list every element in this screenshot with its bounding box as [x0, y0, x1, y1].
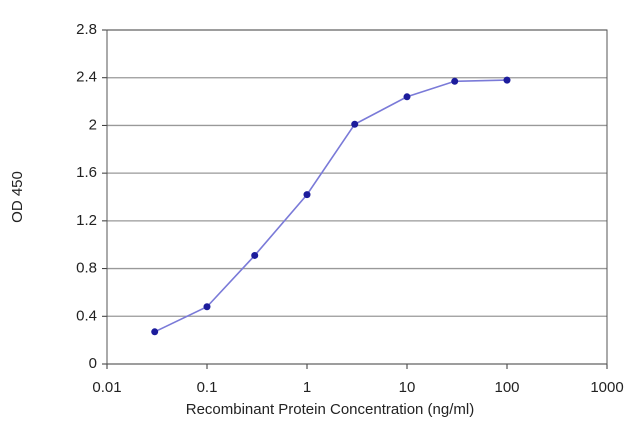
y-tick-label: 0.8 [76, 260, 97, 277]
y-tick-label: 2.8 [76, 21, 97, 38]
y-axis-label: OD 450 [9, 171, 26, 223]
y-tick-label: 0 [89, 355, 97, 372]
x-tick-label: 1000 [590, 379, 623, 396]
data-point [151, 328, 159, 336]
x-tick-label: 10 [399, 379, 416, 396]
data-point [503, 76, 511, 84]
plot-frame [106, 29, 608, 365]
x-tick-label: 100 [494, 379, 519, 396]
y-tick-label: 1.2 [76, 212, 97, 229]
data-point [303, 191, 311, 199]
y-tick-label: 0.4 [76, 307, 97, 324]
data-point [351, 120, 359, 128]
y-tick-label: 1.6 [76, 164, 97, 181]
x-tick-label: 1 [303, 379, 311, 396]
y-tick-label: 2.4 [76, 69, 97, 86]
data-point [403, 93, 411, 101]
data-point [451, 77, 459, 85]
y-tick-label: 2 [89, 116, 97, 133]
data-point [203, 303, 211, 311]
data-point [251, 251, 259, 259]
data-line [154, 79, 508, 333]
x-axis-label: Recombinant Protein Concentration (ng/ml… [186, 401, 474, 418]
x-tick-label: 0.01 [92, 379, 121, 396]
x-tick-label: 0.1 [197, 379, 218, 396]
